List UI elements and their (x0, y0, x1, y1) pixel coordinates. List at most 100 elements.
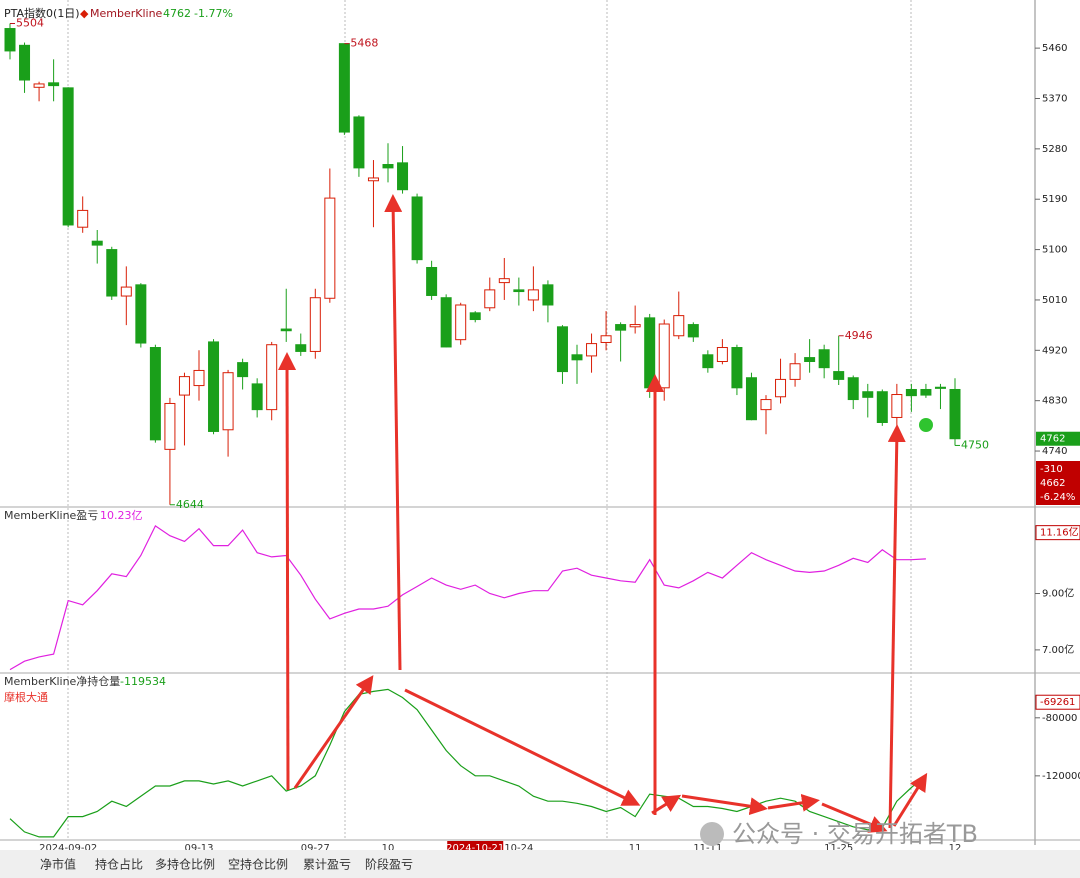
candle-body (324, 197, 336, 299)
tab[interactable]: 多持仓比例 (155, 857, 215, 872)
x-tick-label: 10 (382, 843, 395, 854)
candle-body (876, 391, 888, 424)
candle-body (527, 289, 539, 301)
info-text: -6.24% (1040, 492, 1075, 503)
last-price-label: 4762 (1040, 434, 1065, 445)
change: -1.77% (194, 7, 233, 20)
x-tick-label: 12 (949, 843, 962, 854)
candle-body (280, 328, 292, 332)
current-value-box (1035, 694, 1080, 710)
candle-body (905, 388, 917, 397)
y-tick-label: -120000 (1042, 771, 1080, 782)
candle-body (804, 357, 816, 363)
watermark-text: 公众号 · 交易开拓者TB (732, 820, 978, 848)
extreme-label: 5504 (16, 17, 44, 30)
candle-body (164, 402, 176, 450)
extreme-label: 4750 (961, 438, 989, 451)
candle-body (135, 284, 147, 344)
y-tick-label: 5460 (1042, 43, 1067, 54)
candle-body (644, 317, 656, 389)
candle-body (891, 394, 903, 418)
y-tick-label: 5370 (1042, 93, 1067, 104)
panel-legend: MemberKline盈亏 (4, 509, 98, 522)
candle-body (673, 315, 685, 337)
y-tick-label: 5280 (1042, 144, 1067, 155)
legend: MemberKline (90, 7, 163, 20)
candle-body (149, 347, 161, 441)
y-tick-label: 4740 (1042, 446, 1067, 457)
extreme-label: 5468 (350, 37, 378, 50)
series-line (9, 525, 926, 671)
candle-body (295, 344, 307, 352)
status-icon (919, 418, 933, 432)
candle-body (367, 177, 379, 182)
tab[interactable]: 空持仓比例 (228, 857, 288, 872)
x-tick-label: 11-25 (824, 843, 853, 854)
candle-body (33, 83, 45, 88)
panel-value: 10.23亿 (100, 509, 143, 522)
candle-body (600, 335, 612, 343)
annotation-arrows (278, 194, 928, 833)
candle-body (934, 386, 946, 389)
candle-body (818, 349, 830, 369)
candle-body (397, 162, 409, 191)
candle-body (19, 44, 31, 81)
legend-marker: ◆ (80, 7, 89, 20)
candle-body (556, 326, 568, 373)
y-tick-label: 5010 (1042, 295, 1067, 306)
x-tick-label: 2024-09-02 (39, 843, 97, 854)
x-tick-label: 11-11 (693, 843, 722, 854)
candle-body (702, 354, 714, 369)
panel-subtitle: 摩根大通 (4, 690, 48, 704)
tab[interactable]: 累计盈亏 (303, 858, 351, 872)
info-text: 4662 (1040, 478, 1065, 489)
tab[interactable]: 持仓占比 (95, 857, 143, 872)
candle-body (571, 354, 583, 361)
panel-legend: MemberKline净持仓量 (4, 674, 120, 688)
candle-body (353, 116, 365, 169)
candle-body (426, 266, 438, 296)
candle-body (106, 249, 118, 297)
y-tick-label: 5100 (1042, 245, 1067, 256)
current-value-label: -69261 (1040, 697, 1075, 708)
candle-body (91, 240, 103, 246)
candle-body (775, 378, 787, 398)
candle-body (469, 312, 481, 321)
last-price-box (1036, 431, 1080, 446)
y-tick-label: -80000 (1042, 713, 1077, 724)
tab[interactable]: 阶段盈亏 (365, 857, 413, 872)
tab[interactable]: 净市值 (40, 857, 76, 872)
x-tick-label: 2024-10-21 (446, 843, 504, 854)
candle-body (949, 388, 961, 440)
candle-body (77, 209, 89, 228)
candle-body (658, 323, 670, 389)
info-text: -310 (1040, 464, 1063, 475)
candle-body (62, 87, 74, 226)
series-line (9, 688, 927, 838)
x-tick-label: 09-27 (301, 843, 330, 854)
candle-body (382, 164, 394, 169)
candle-body (687, 324, 699, 338)
panel-value: -119534 (120, 675, 166, 688)
x-tick-label: 10-24 (504, 843, 533, 854)
candle-body (731, 347, 743, 389)
candle-body (208, 341, 220, 432)
candle-body (833, 371, 845, 380)
candle-body (920, 388, 932, 396)
candle-body (745, 377, 757, 421)
y-tick-label: 4920 (1042, 345, 1067, 356)
candle-body (760, 399, 772, 411)
candle-body (178, 376, 190, 396)
candle-body (338, 43, 350, 133)
candle-body (222, 372, 234, 431)
candle-body (48, 82, 60, 87)
candle-body (193, 369, 205, 387)
candle-body (237, 362, 249, 378)
candle-body (629, 324, 641, 328)
current-value-box (1035, 525, 1080, 541)
candle-body (309, 297, 321, 352)
current-value-label: 11.16亿 (1040, 526, 1079, 539)
candle-body (266, 344, 278, 411)
